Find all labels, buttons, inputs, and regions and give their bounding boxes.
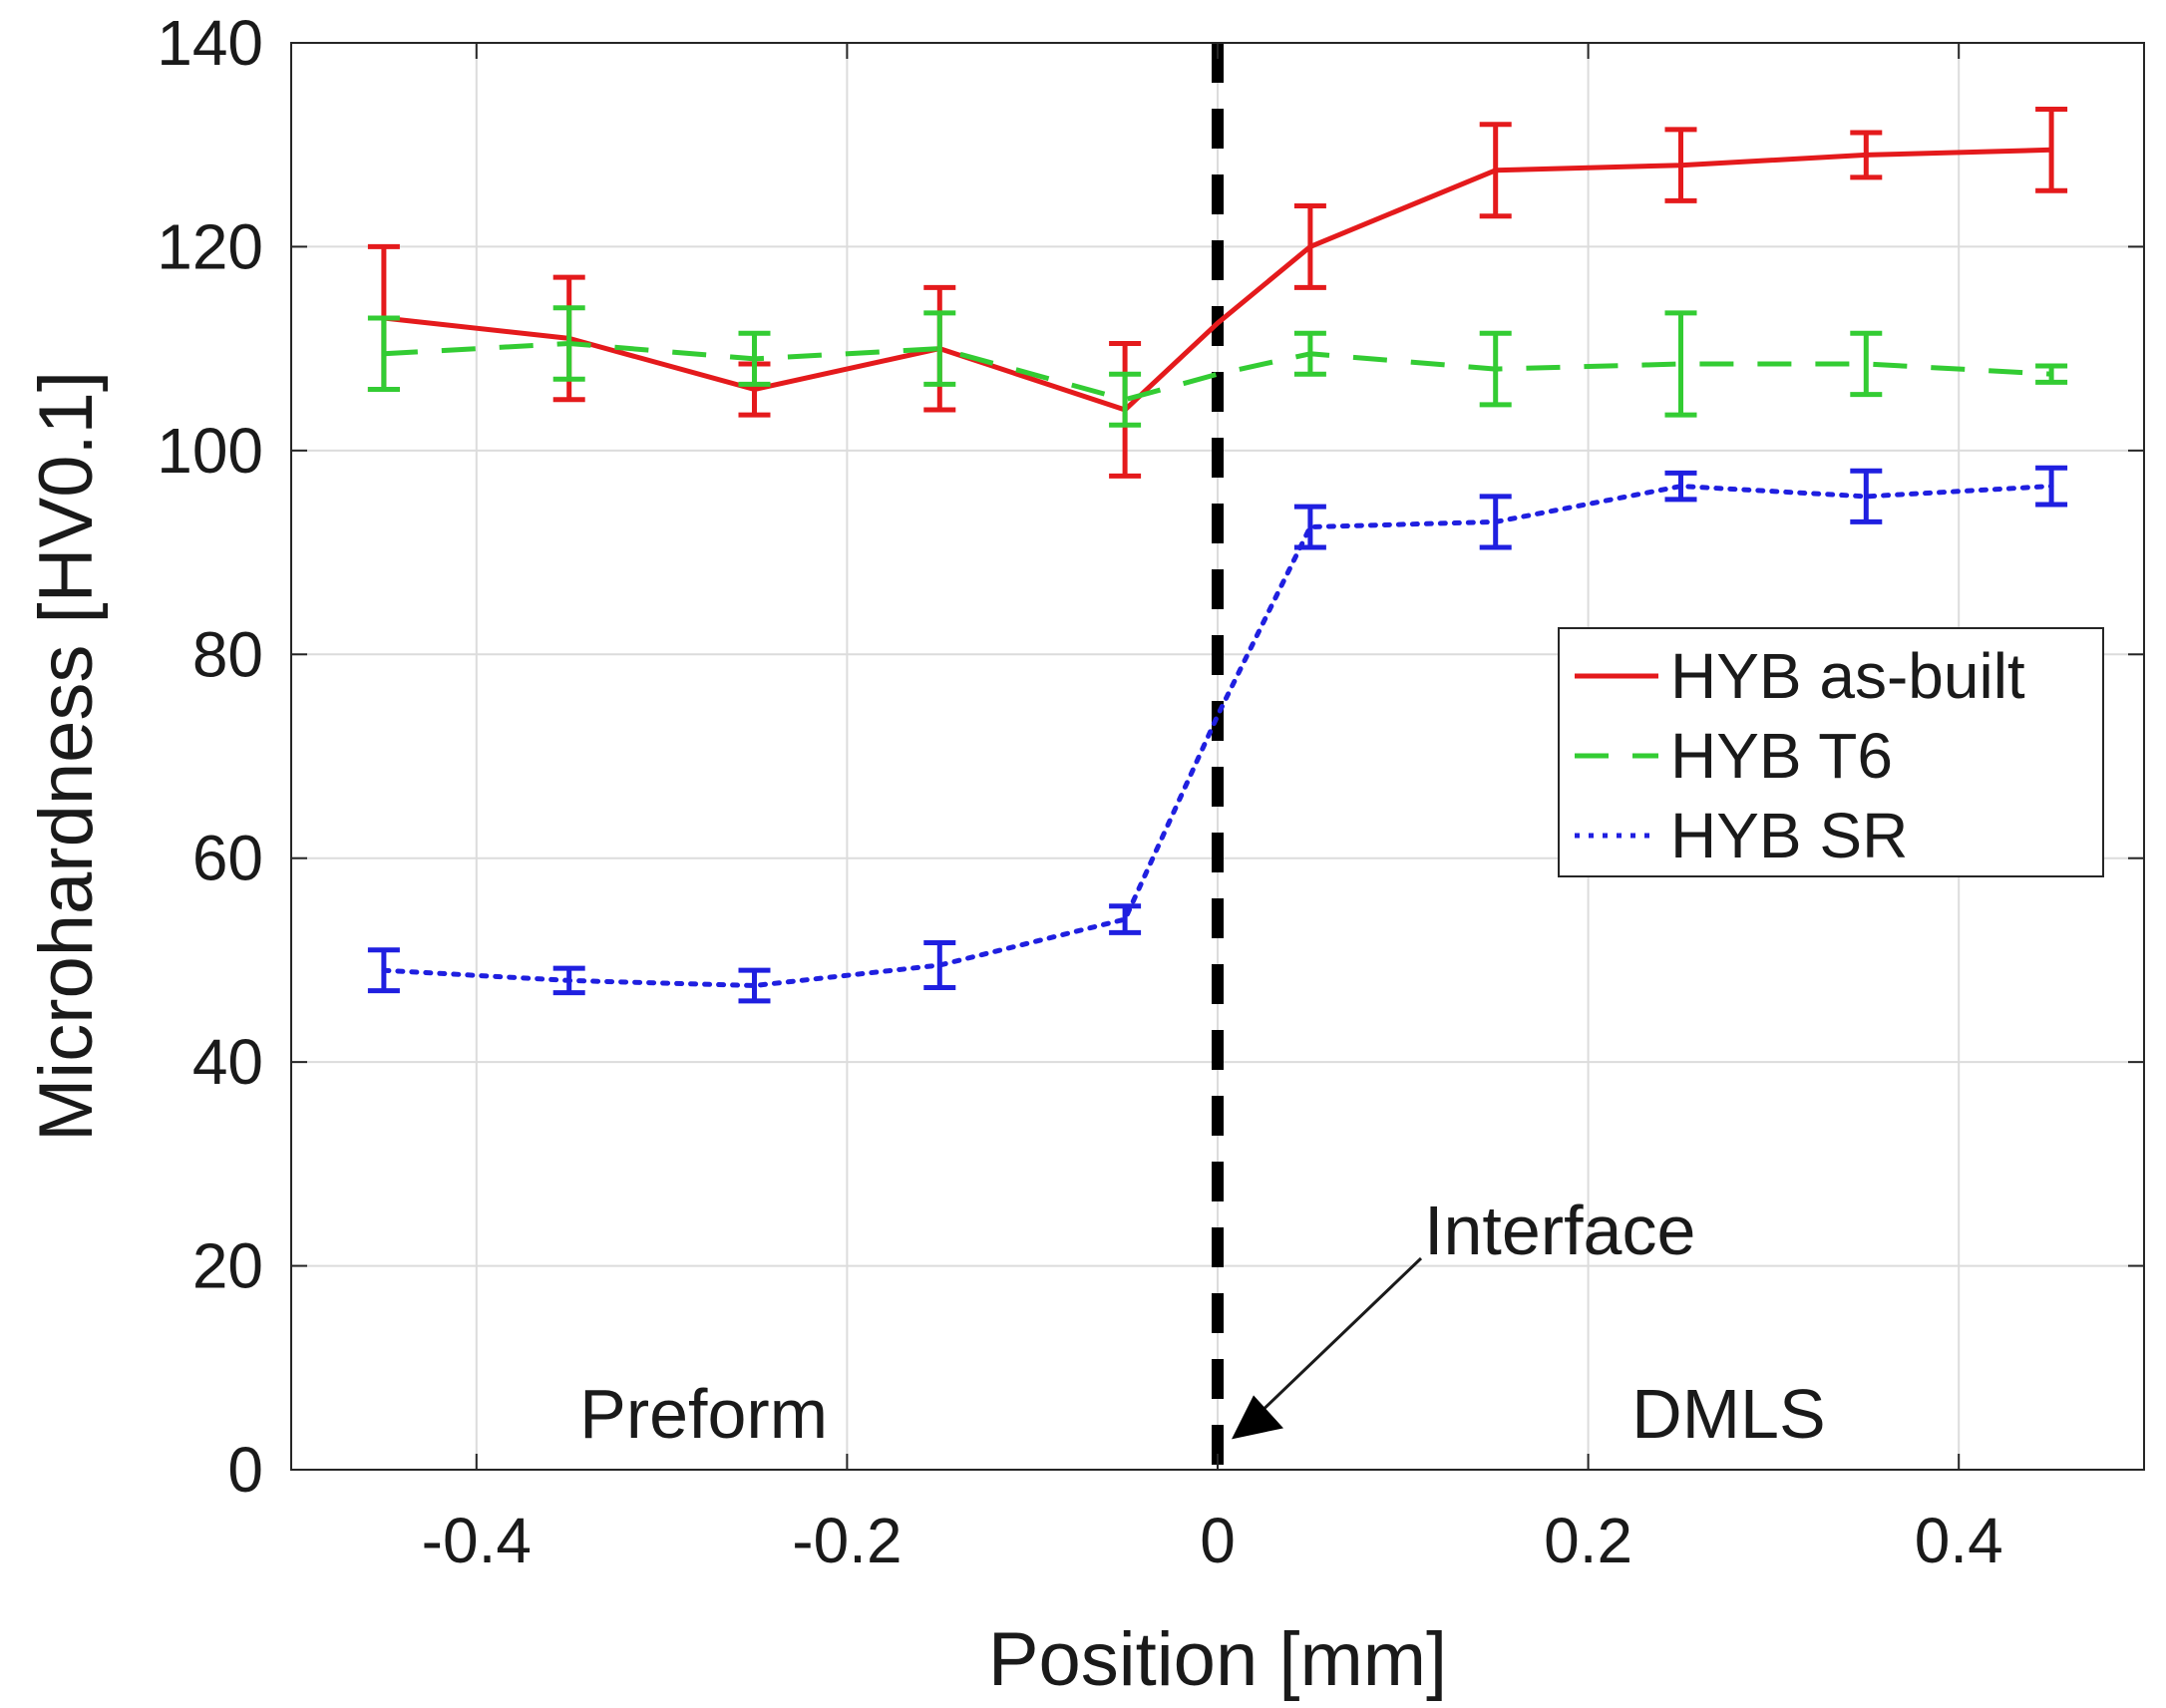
y-tick-label: 100	[157, 415, 263, 487]
series-line-hyb-t6	[383, 341, 2052, 403]
error-bar-hyb-t6	[1109, 371, 1142, 428]
error-bar-hyb-t6	[367, 315, 400, 393]
y-tick-label: 40	[192, 1026, 263, 1098]
plot-frame	[290, 42, 2145, 1471]
x-axis-label: Position [mm]	[988, 1617, 1447, 1702]
error-bar-hyb-t6	[923, 310, 956, 387]
legend-label-sr: HYB SR	[1670, 800, 1908, 871]
error-bar-hyb-t6	[1479, 330, 1512, 408]
interface-annotation: Interface	[1424, 1192, 1695, 1269]
annotations	[1232, 1256, 1423, 1440]
legend-label-as-built: HYB as-built	[1670, 640, 2025, 712]
error-bar-hyb-as-built	[1293, 203, 1326, 290]
preform-annotation: Preform	[579, 1375, 828, 1453]
error-bar-hyb-t6	[1293, 330, 1326, 377]
error-bar-hyb-sr	[367, 947, 400, 994]
x-tick-label: 0.4	[1915, 1505, 2003, 1576]
x-tick-label: -0.2	[792, 1505, 902, 1576]
dmls-annotation: DMLS	[1631, 1375, 1825, 1453]
interface-arrow-shaft	[1260, 1256, 1423, 1413]
y-tick-label: 0	[227, 1434, 263, 1506]
error-bar-hyb-sr	[923, 940, 956, 991]
y-tick-label: 60	[192, 823, 263, 894]
legend-label-t6: HYB T6	[1670, 720, 1893, 792]
error-bar-hyb-t6	[738, 330, 771, 387]
y-tick-label: 20	[192, 1230, 263, 1302]
error-bar-hyb-sr	[1293, 504, 1326, 550]
error-bar-hyb-sr	[738, 967, 771, 1004]
error-bar-hyb-as-built	[1850, 130, 1883, 180]
error-bar-hyb-as-built	[1479, 122, 1512, 219]
error-bar-hyb-sr	[552, 965, 585, 996]
error-bar-hyb-t6	[1850, 330, 1883, 398]
error-bar-hyb-as-built	[1664, 127, 1697, 203]
error-bar-hyb-as-built	[2035, 106, 2068, 193]
error-bar-hyb-t6	[552, 305, 585, 382]
tick-labels: -0.4 -0.2 0 0.2 0.4 0 20 40 60 80 100 120 140	[157, 7, 2144, 1576]
error-bar-hyb-sr	[2035, 465, 2068, 508]
error-bar-hyb-sr	[1109, 903, 1142, 935]
x-tick-label: 0.2	[1544, 1505, 1632, 1576]
series-line-hyb-as-built	[383, 147, 2052, 413]
y-tick-label: 120	[157, 210, 263, 282]
error-bar-hyb-sr	[1479, 494, 1512, 550]
series-layer	[367, 106, 2068, 1004]
y-tick-label: 140	[157, 7, 263, 79]
y-tick-label: 80	[192, 618, 263, 690]
error-bar-hyb-t6	[1664, 310, 1697, 418]
x-tick-label: 0	[1200, 1505, 1236, 1576]
interface-arrow-head	[1232, 1395, 1283, 1440]
series-line-hyb-sr	[381, 484, 2054, 988]
legend: HYB as-built HYB T6 HYB SR	[1558, 627, 2104, 877]
y-axis-label: Microhardness [HV0.1]	[24, 371, 109, 1142]
error-bar-hyb-t6	[2035, 363, 2068, 385]
error-bar-hyb-sr	[1664, 470, 1697, 503]
error-bar-hyb-sr	[1850, 468, 1883, 524]
x-tick-label: -0.4	[422, 1505, 532, 1576]
